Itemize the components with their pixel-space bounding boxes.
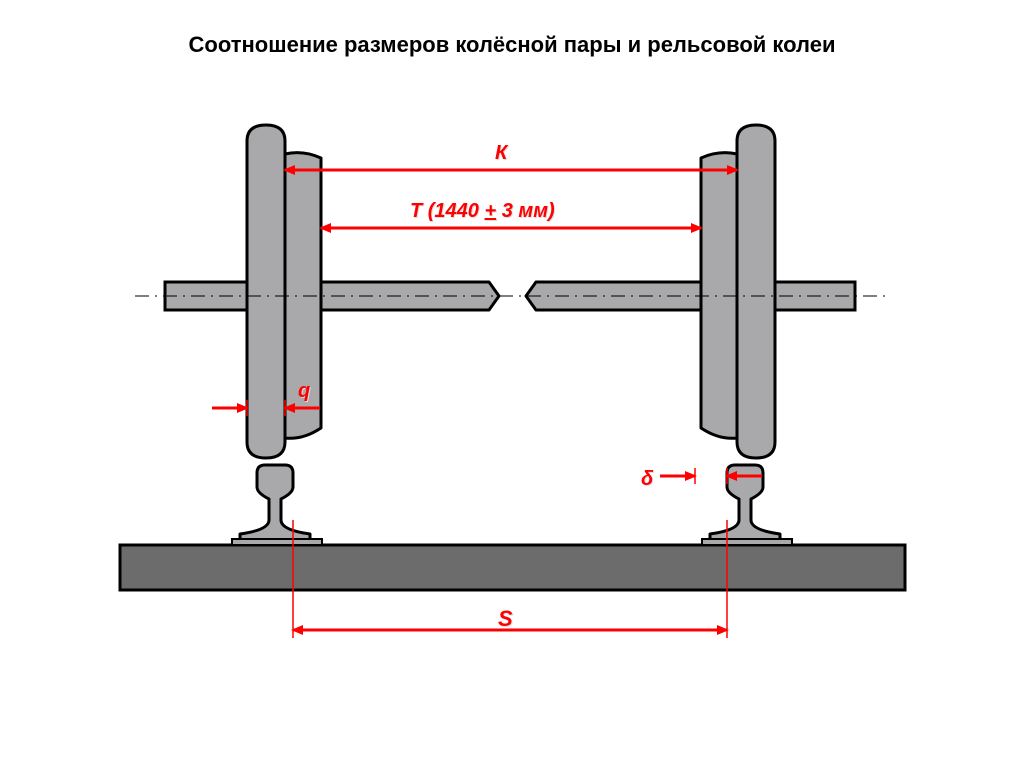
- label-K: К: [495, 142, 507, 165]
- diagram-canvas: Соотношение размеров колёсной пары и рел…: [0, 0, 1024, 767]
- label-q: q: [298, 380, 310, 403]
- label-S: S: [498, 606, 513, 632]
- label-T: Т (1440 + 3 мм): [410, 200, 555, 223]
- diagram-svg: [0, 0, 1024, 767]
- label-delta: δ: [641, 468, 653, 491]
